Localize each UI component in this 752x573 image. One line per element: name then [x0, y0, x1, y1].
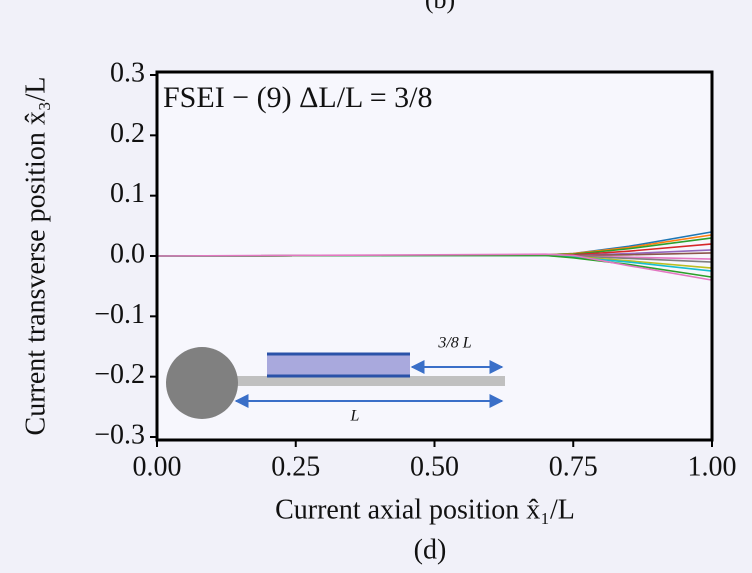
y-axis-label: Current transverse position x̂₃/L	[20, 77, 51, 436]
plot-frame	[155, 70, 714, 442]
y-tick-label: 0.1	[110, 178, 145, 209]
beam	[235, 376, 505, 386]
x-tick-label: 0.00	[133, 451, 182, 482]
length-label: L	[350, 408, 360, 425]
top-caption: (b)	[425, 0, 455, 14]
lines	[156, 231, 713, 281]
inset: 3/8 L L	[166, 335, 505, 425]
overhang-label: 3/8 L	[437, 335, 471, 352]
series-line	[156, 253, 713, 281]
annotation: FSEI − (9) ΔL/L = 3/8	[163, 81, 433, 114]
y-tick-label: −0.1	[94, 299, 145, 330]
y-tick-label: −0.3	[94, 419, 145, 450]
x-tick-label: 0.25	[271, 451, 320, 482]
y-tick-label: 0.2	[110, 118, 145, 149]
mass	[166, 347, 238, 419]
caption: (d)	[414, 534, 447, 565]
y-tick-label: 0.0	[110, 238, 145, 269]
x-tick-label: 1.00	[688, 451, 737, 482]
sleeve	[267, 353, 410, 377]
y-tick-label: −0.2	[94, 359, 145, 390]
x-tick-label: 0.75	[549, 451, 598, 482]
x-axis-label: Current axial position x̂₁/L	[275, 494, 575, 525]
y-tick-label: 0.3	[110, 57, 145, 88]
x-tick-label: 0.50	[410, 451, 459, 482]
